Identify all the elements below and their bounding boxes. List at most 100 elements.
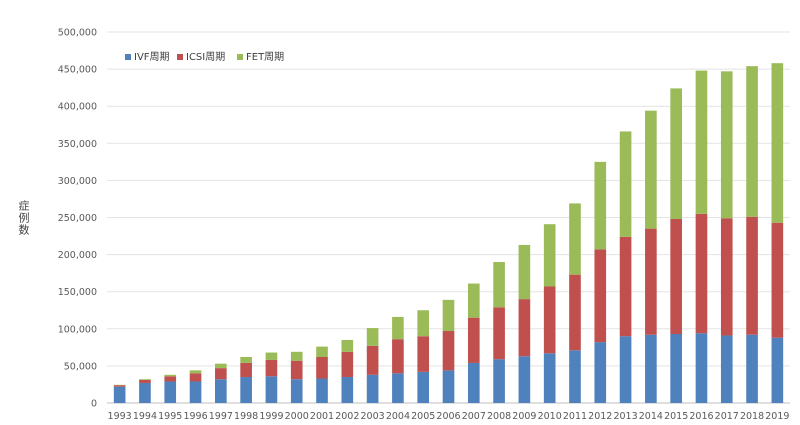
x-tick-label: 1993 <box>108 411 132 422</box>
bar-segment <box>164 381 177 403</box>
bar-segment <box>240 356 252 363</box>
bar-segment <box>189 373 202 382</box>
x-tick-label: 2009 <box>512 411 536 422</box>
bar-segment <box>164 376 177 382</box>
bar-segment <box>569 350 581 403</box>
x-tick-label: 1995 <box>158 411 182 422</box>
bar-segment <box>392 373 404 403</box>
bar-segment <box>670 218 682 334</box>
bar-segment <box>265 359 278 377</box>
bar-segment <box>493 262 505 308</box>
bar-segment <box>518 299 531 357</box>
bar-segment <box>189 381 202 403</box>
x-tick-label: 2007 <box>462 411 486 422</box>
x-tick-label: 2012 <box>588 411 612 422</box>
bar-segment <box>645 334 657 403</box>
bar-segment <box>543 353 556 403</box>
y-axis: 0 50,000 100,000 150,000 200,000 250,000 300,0… <box>58 28 97 410</box>
bar-segment <box>518 356 531 403</box>
bar-segment <box>493 359 505 403</box>
bar-segment <box>594 249 607 343</box>
bar-segment <box>695 213 708 334</box>
bar-segment <box>316 378 328 403</box>
bar-segment <box>113 385 126 387</box>
x-tick-label: 1999 <box>259 411 283 422</box>
x-tick-label: 2003 <box>361 411 385 422</box>
legend-swatch <box>237 54 243 60</box>
bar-segment <box>290 351 303 361</box>
bar-segment <box>341 351 354 378</box>
y-tick-label: 300,000 <box>58 176 97 187</box>
bar-segment <box>746 216 758 335</box>
bar-segment <box>746 66 758 217</box>
x-tick-label: 2008 <box>487 411 511 422</box>
y-tick-label: 150,000 <box>58 287 97 298</box>
bar-segment <box>467 317 480 363</box>
bar-segment <box>189 370 202 374</box>
legend-label: IVF周期 <box>134 51 170 63</box>
x-tick-label: 2004 <box>386 411 410 422</box>
x-tick-label: 1997 <box>209 411 233 422</box>
bar-segment <box>417 336 430 372</box>
x-tick-label: 2014 <box>639 411 663 422</box>
y-tick-label: 500,000 <box>58 28 97 39</box>
x-tick-label: 2015 <box>664 411 688 422</box>
bar-segment <box>771 222 784 338</box>
bar-segment <box>645 110 657 229</box>
bar-segment <box>366 345 379 375</box>
y-tick-label: 450,000 <box>58 65 97 76</box>
bar-segment <box>670 88 682 219</box>
bar-segment <box>240 377 252 403</box>
bar-segment <box>619 236 632 337</box>
bar-segment <box>215 368 227 380</box>
bar-segment <box>670 333 682 403</box>
x-tick-label: 2002 <box>335 411 359 422</box>
bar-segment <box>720 71 733 219</box>
legend-swatch <box>125 54 131 60</box>
bar-segment <box>695 333 708 403</box>
bar-segment <box>139 379 151 383</box>
bar-segment <box>619 336 632 403</box>
bar-segment <box>139 382 151 403</box>
x-tick-label: 2000 <box>285 411 309 422</box>
bar-segment <box>467 362 480 403</box>
bar-segment <box>442 370 455 403</box>
bar-segment <box>392 339 404 374</box>
bar-segment <box>619 131 632 237</box>
bar-segment <box>569 274 581 351</box>
bar-segment <box>316 356 328 379</box>
bar-segment <box>164 374 177 377</box>
bar-segment <box>442 299 455 332</box>
x-tick-label: 1994 <box>133 411 157 422</box>
y-tick-label: 50,000 <box>64 361 97 372</box>
legend: IVF周期 ICSI周期 FET周期 <box>125 51 284 63</box>
x-tick-label: 2017 <box>715 411 739 422</box>
bar-segment <box>265 376 278 403</box>
bar-segment <box>341 377 354 403</box>
bar-segment <box>518 244 531 300</box>
x-axis: 1993 1994 1995 1996 1997 1998 1999 2000 2001 2002… <box>108 411 790 422</box>
bar-segment <box>543 224 556 287</box>
x-tick-label: 2010 <box>538 411 562 422</box>
bar-segment <box>265 352 278 360</box>
x-tick-label: 2005 <box>411 411 435 422</box>
bar-segment <box>366 328 379 346</box>
y-tick-label: 400,000 <box>58 102 97 113</box>
y-tick-label: 0 <box>91 399 97 410</box>
bar-segment <box>543 286 556 354</box>
x-tick-label: 2013 <box>613 411 637 422</box>
bar-segment <box>645 228 657 335</box>
bar-segment <box>139 379 151 380</box>
bar-segment <box>215 363 227 369</box>
x-tick-label: 2018 <box>740 411 764 422</box>
bar-segment <box>493 307 505 360</box>
bar-segment <box>417 310 430 337</box>
bars <box>113 63 784 403</box>
bar-segment <box>720 335 733 403</box>
bar-segment <box>316 346 328 357</box>
y-axis-label: 症例数 <box>17 200 30 236</box>
x-tick-label: 2006 <box>436 411 460 422</box>
bar-segment <box>746 334 758 403</box>
legend-label: FET周期 <box>246 51 284 63</box>
